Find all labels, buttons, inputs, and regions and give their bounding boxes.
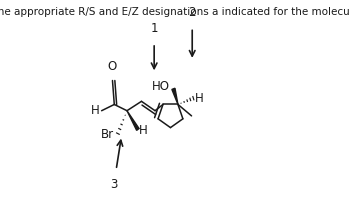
Text: H: H — [139, 124, 148, 137]
Text: O: O — [107, 60, 116, 73]
Text: H: H — [195, 92, 204, 105]
Polygon shape — [127, 111, 139, 130]
Text: H: H — [91, 104, 100, 117]
Text: HO: HO — [152, 80, 169, 93]
Text: 2: 2 — [188, 6, 196, 19]
Text: Assign the appropriate R/S and E/Z designations a indicated for the molecule bel: Assign the appropriate R/S and E/Z desig… — [0, 7, 350, 17]
Text: 3: 3 — [111, 178, 118, 191]
Text: Br: Br — [101, 128, 114, 141]
Text: 1: 1 — [150, 22, 158, 35]
Polygon shape — [172, 88, 178, 104]
